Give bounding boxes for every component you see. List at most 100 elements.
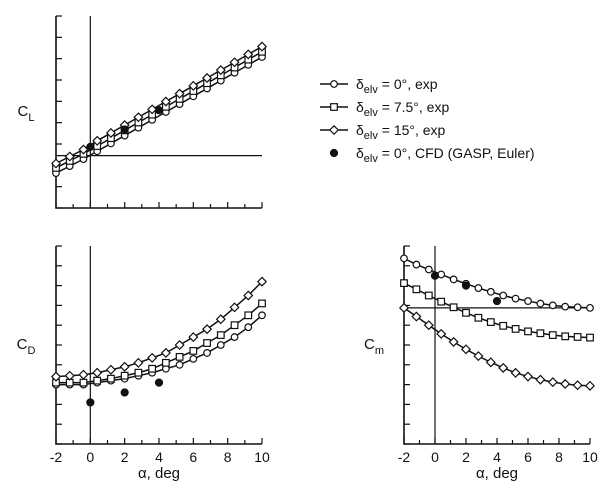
legend-marker [330, 80, 338, 88]
data-point [499, 321, 508, 330]
data-point [256, 41, 268, 52]
data-point [244, 323, 253, 332]
data-point [449, 275, 458, 284]
data-point [448, 336, 459, 347]
data-point [510, 367, 521, 378]
cfd-point [86, 398, 95, 407]
legend-item: δelv = 0°, exp [320, 76, 438, 96]
data-point [412, 260, 421, 269]
legend-item: δelv = 0°, CFD (GASP, Euler) [329, 145, 535, 165]
x-tick-label: 0 [431, 449, 439, 465]
chart-panel-cm: -2 0 2 4 6 8 10 α, deg Cm [364, 245, 598, 482]
data-point [92, 135, 103, 146]
data-point [584, 380, 596, 391]
series-line-2 [403, 307, 591, 387]
series-line-1 [403, 282, 591, 339]
data-point [229, 302, 240, 313]
x-tick-label: 8 [224, 449, 232, 465]
legend: δelv = 0°, exp δelv = 7.5°, exp δelv = 15°… [320, 76, 535, 165]
y-axis-title-main: C [18, 103, 29, 120]
cfd-point [154, 378, 164, 387]
cfd-point [154, 106, 164, 115]
data-point [424, 291, 433, 300]
data-point [215, 65, 226, 76]
x-tick-label: 0 [86, 449, 94, 465]
y-axis-title-subscript: D [27, 345, 35, 357]
data-point [586, 333, 594, 342]
data-point [258, 311, 266, 320]
data-point [473, 351, 484, 362]
data-point [486, 318, 495, 327]
y-axis-title: Cm [364, 336, 384, 357]
series-line-0 [55, 56, 263, 174]
y-axis-title-main: C [17, 336, 28, 353]
data-point [64, 370, 75, 381]
data-point [174, 88, 185, 99]
data-point [64, 151, 75, 162]
y-axis-title: CL [18, 103, 35, 124]
data-point [202, 72, 213, 84]
data-point [134, 368, 143, 377]
data-point [79, 378, 88, 387]
data-point [511, 325, 520, 333]
data-point [511, 294, 520, 303]
data-point [78, 144, 89, 155]
data-point [423, 320, 434, 331]
cfd-point [492, 296, 502, 306]
x-tick-label: 4 [493, 449, 501, 465]
cfd-point [120, 388, 129, 397]
data-point [536, 299, 545, 308]
data-point [573, 333, 582, 341]
series-line-0 [56, 314, 263, 386]
x-tick-label: 6 [524, 449, 532, 465]
cfd-point [120, 125, 129, 134]
data-point [160, 96, 171, 107]
legend-label: δelv = 0°, exp [356, 76, 438, 96]
y-axis-title-subscript: L [28, 112, 34, 124]
data-point [93, 376, 102, 385]
data-point [449, 303, 458, 312]
data-point [202, 324, 213, 335]
data-point [105, 364, 116, 375]
cfd-point [86, 142, 95, 152]
data-point [147, 104, 158, 115]
data-point [243, 290, 254, 301]
data-point [147, 352, 158, 363]
legend-item: δelv = 7.5°, exp [320, 99, 449, 119]
data-point [400, 279, 408, 288]
series-line-1 [56, 302, 263, 384]
data-point [230, 333, 239, 341]
data-point [561, 332, 570, 341]
data-point [411, 311, 422, 322]
legend-marker [329, 148, 339, 158]
legend-label: δelv = 7.5°, exp [356, 99, 449, 119]
legend-marker [328, 124, 340, 136]
data-point [92, 367, 103, 378]
data-point [133, 357, 144, 368]
data-point [105, 127, 116, 138]
data-point [586, 303, 594, 312]
x-tick-label: -2 [398, 449, 411, 465]
data-point [174, 339, 185, 351]
x-tick-label: 2 [462, 449, 470, 465]
data-point [524, 297, 532, 305]
cfd-point [461, 281, 471, 290]
data-point [216, 341, 225, 349]
data-point [548, 301, 557, 310]
legend-marker [330, 103, 338, 111]
data-point [119, 361, 130, 372]
cfd-point [430, 271, 440, 280]
y-axis-title-main: C [364, 336, 375, 353]
data-point [412, 285, 421, 294]
data-point [524, 327, 532, 336]
y-axis-title: CD [17, 336, 36, 357]
chart-panel-cd: -2 0 2 4 6 8 10 α, deg CD [17, 245, 270, 482]
data-point [175, 352, 184, 361]
data-point [498, 362, 509, 373]
data-point [107, 374, 115, 383]
data-point [535, 374, 546, 385]
x-tick-label: 4 [155, 449, 163, 465]
data-point [203, 349, 211, 357]
x-axis-title: α, deg [476, 465, 518, 482]
